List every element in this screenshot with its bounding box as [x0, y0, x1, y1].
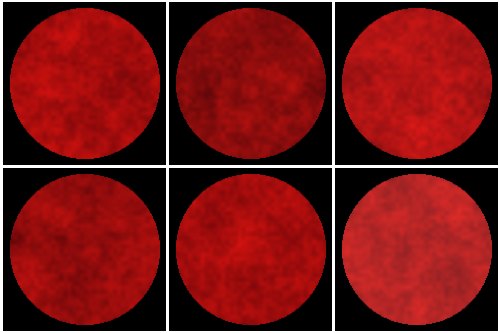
Text: E: E	[174, 173, 182, 186]
Text: A: A	[8, 7, 17, 20]
Text: F: F	[340, 173, 348, 186]
Text: D: D	[8, 173, 18, 186]
Text: B: B	[174, 7, 183, 20]
Text: C: C	[340, 7, 348, 20]
